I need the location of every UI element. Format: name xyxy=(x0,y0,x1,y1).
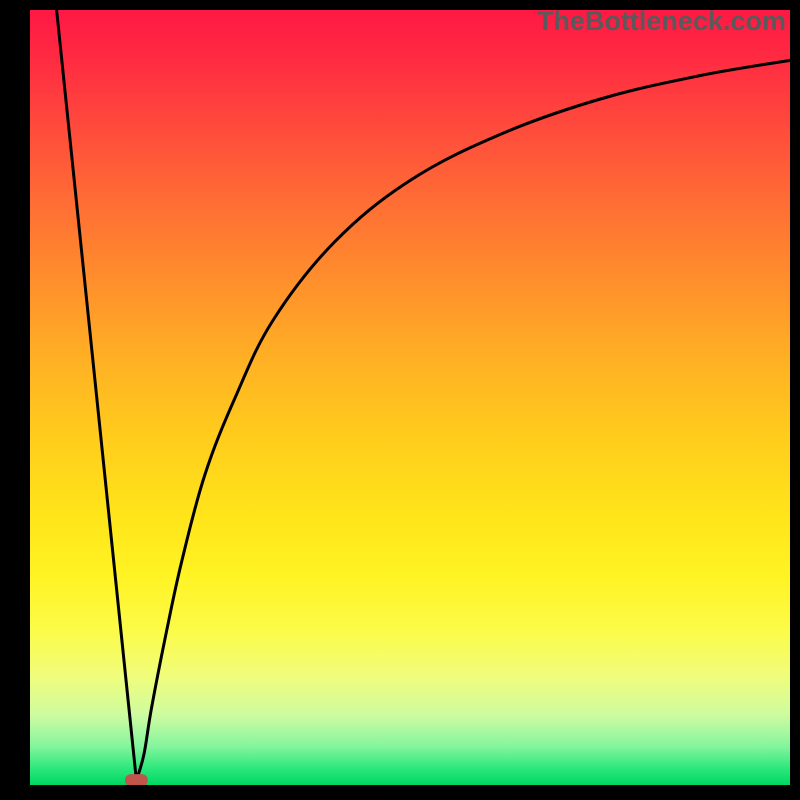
watermark-text: TheBottleneck.com xyxy=(537,6,786,37)
min-marker xyxy=(125,774,148,785)
chart-root: TheBottleneck.com xyxy=(0,0,800,800)
right-curve xyxy=(136,60,790,780)
curve-layer xyxy=(30,10,790,785)
plot-area xyxy=(30,10,790,785)
left-line xyxy=(57,10,137,780)
